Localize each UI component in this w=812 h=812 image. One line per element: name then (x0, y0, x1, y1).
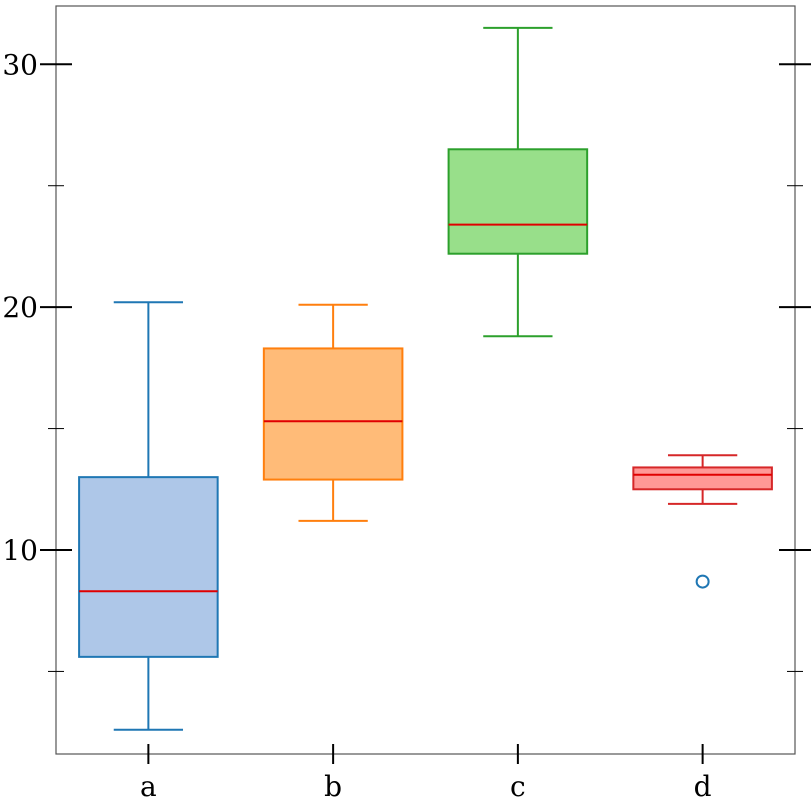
box-d (632, 454, 773, 589)
outlier-d-0 (695, 574, 710, 589)
box-body-b (262, 347, 404, 481)
x-tick-label-b: b (324, 770, 342, 803)
x-tick-label-a: a (140, 770, 157, 803)
plot-frame (55, 5, 796, 755)
box-b (262, 303, 404, 522)
x-tick-label-c: c (510, 770, 526, 803)
box-a (78, 301, 219, 731)
box-body-c (447, 148, 589, 255)
box-body-a (78, 476, 219, 658)
y-tick-label-30: 30 (2, 48, 38, 81)
plot-area (78, 26, 773, 731)
y-tick-label-10: 10 (2, 534, 38, 567)
box-body-d (632, 466, 773, 491)
box-c (447, 26, 589, 338)
y-tick-label-20: 20 (2, 291, 38, 324)
x-tick-label-d: d (694, 770, 712, 803)
axes: 10 20 30 a b c d (2, 5, 811, 803)
